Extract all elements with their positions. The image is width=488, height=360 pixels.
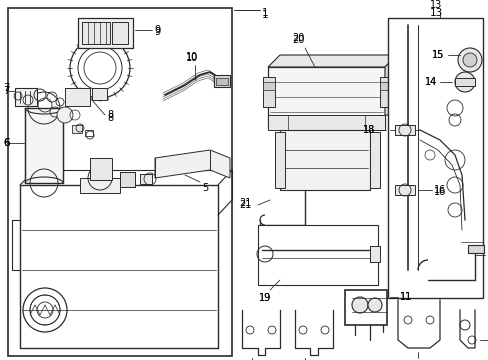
Bar (85, 130, 93, 136)
Text: 13: 13 (429, 0, 441, 10)
Bar (454, 78, 474, 86)
Bar (267, 67, 384, 127)
Bar (78, 18, 133, 48)
Text: 1: 1 (262, 10, 268, 20)
Text: 19: 19 (258, 293, 270, 303)
Polygon shape (384, 55, 396, 115)
Bar (394, 185, 414, 195)
Bar (274, 132, 285, 188)
Text: 10: 10 (185, 53, 198, 63)
Bar (80, 178, 120, 193)
Bar (263, 77, 274, 107)
Text: 10: 10 (185, 52, 198, 62)
Bar (369, 246, 379, 262)
Bar (90, 158, 112, 180)
Bar (267, 115, 384, 130)
Polygon shape (155, 150, 229, 178)
Bar (369, 132, 379, 188)
Bar (379, 82, 391, 90)
Text: 6: 6 (3, 138, 10, 148)
Text: 18: 18 (362, 125, 374, 135)
Circle shape (367, 298, 381, 312)
Text: 14: 14 (424, 77, 436, 87)
Text: 11: 11 (399, 292, 411, 302)
Circle shape (351, 297, 367, 313)
Text: 16: 16 (433, 185, 446, 195)
Text: 1: 1 (262, 8, 268, 18)
Text: 7: 7 (3, 86, 10, 96)
Text: 6: 6 (3, 138, 10, 148)
Bar (345, 290, 386, 325)
Text: 19: 19 (258, 293, 270, 303)
Text: 20: 20 (291, 35, 304, 45)
Bar (120, 172, 135, 187)
Circle shape (454, 72, 474, 92)
Text: 21: 21 (239, 198, 251, 208)
Bar (140, 174, 152, 184)
Text: 20: 20 (291, 33, 304, 43)
Text: 11: 11 (399, 292, 411, 302)
Text: 17: 17 (486, 250, 488, 260)
Bar (258, 225, 377, 285)
Bar (65, 88, 90, 106)
Text: 15: 15 (431, 50, 443, 60)
Bar (387, 18, 482, 298)
Text: 6: 6 (3, 138, 9, 148)
Text: 14: 14 (424, 77, 436, 87)
Text: 16: 16 (433, 187, 446, 197)
Bar (214, 75, 229, 87)
Text: 17: 17 (486, 250, 488, 260)
Bar (15, 88, 37, 106)
Text: 8: 8 (107, 110, 113, 120)
Text: 9: 9 (154, 25, 160, 35)
Text: 9: 9 (154, 27, 160, 37)
Bar (379, 77, 391, 107)
Bar (394, 125, 414, 135)
Text: 18: 18 (362, 125, 374, 135)
Polygon shape (267, 55, 396, 67)
Text: 21: 21 (239, 200, 251, 210)
Text: 7: 7 (3, 83, 9, 93)
Bar (263, 82, 274, 90)
Text: 5: 5 (202, 183, 208, 193)
Bar (280, 130, 369, 190)
Circle shape (457, 48, 481, 72)
Bar (72, 125, 82, 133)
Bar (467, 245, 483, 253)
Text: 15: 15 (431, 50, 443, 60)
Bar (25, 108, 63, 183)
Circle shape (462, 53, 476, 67)
Bar (112, 22, 128, 44)
Bar (8, 8, 231, 356)
Text: 13: 13 (428, 8, 442, 18)
Bar (216, 78, 227, 85)
Circle shape (57, 107, 73, 123)
Text: 8: 8 (107, 113, 113, 123)
Bar (92, 88, 107, 100)
Bar (82, 22, 110, 44)
